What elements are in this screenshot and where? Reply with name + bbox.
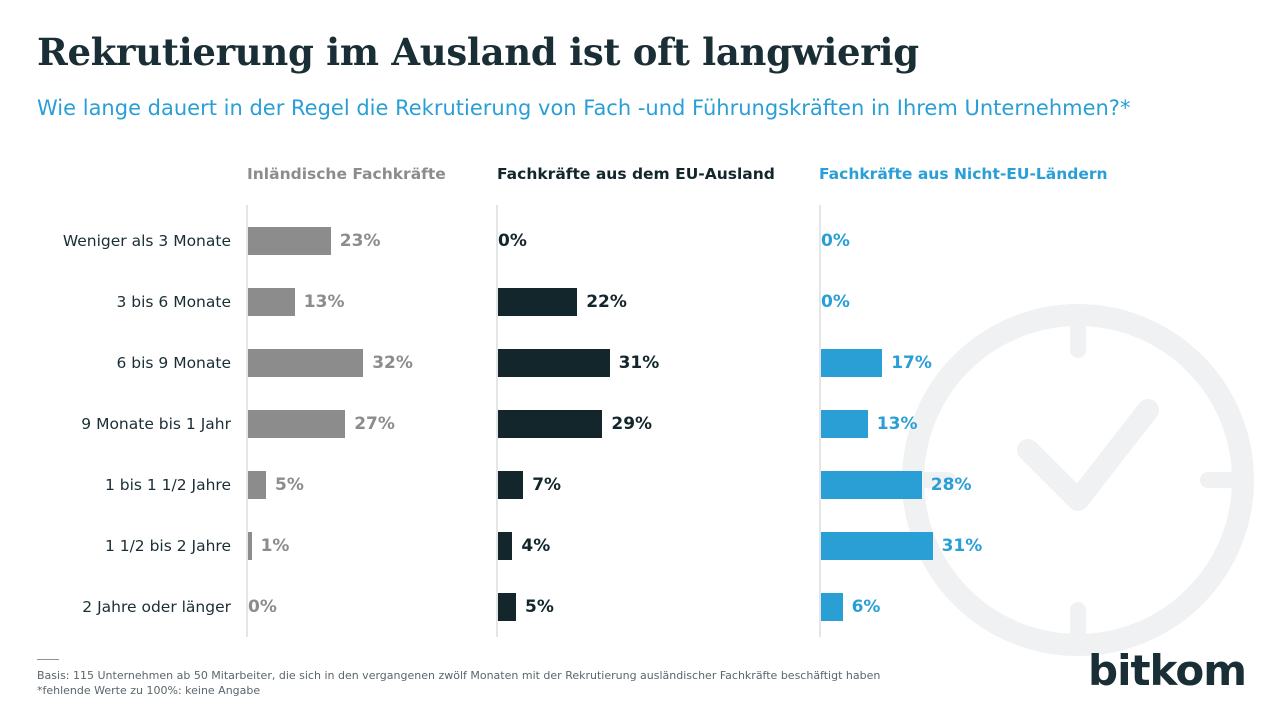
bar (498, 471, 524, 499)
data-label: 0% (498, 231, 527, 251)
category-label: 2 Jahre oder länger (82, 598, 231, 616)
category-label: 1 bis 1 1/2 Jahre (104, 476, 231, 494)
bar (498, 593, 516, 621)
footnote-basis: Basis: 115 Unternehmen ab 50 Mitarbeiter… (37, 669, 881, 682)
bar (821, 349, 883, 377)
axis-line-inland (246, 205, 248, 637)
data-label: 1% (260, 536, 290, 556)
bar (248, 288, 295, 316)
chart-subtitle: Wie lange dauert in der Regel die Rekrut… (37, 96, 1131, 120)
series-header-non-eu: Fachkräfte aus Nicht-EU-Ländern (819, 165, 1108, 183)
data-label: 17% (891, 353, 932, 373)
category-label: 1 1/2 bis 2 Jahre (104, 537, 231, 555)
bar (821, 532, 933, 560)
data-label: 6% (851, 597, 881, 617)
data-label: 7% (532, 475, 562, 495)
bar (498, 532, 513, 560)
bar (498, 349, 610, 377)
category-label: 3 bis 6 Monate (116, 293, 231, 311)
footnote-missing: *fehlende Werte zu 100%: keine Angabe (37, 684, 261, 697)
category-label: Weniger als 3 Monate (62, 232, 231, 250)
bar (498, 410, 603, 438)
data-label: 28% (930, 475, 972, 495)
bar (498, 288, 578, 316)
data-label: 31% (618, 353, 660, 373)
axis-line-eu (496, 205, 498, 637)
bar (248, 349, 364, 377)
bar (821, 410, 868, 438)
data-label: 22% (586, 292, 627, 312)
bar (248, 471, 266, 499)
data-label: 0% (821, 231, 850, 251)
logo-part-bit: bit (1088, 646, 1151, 695)
data-label: 27% (354, 414, 395, 434)
bar (248, 410, 346, 438)
axis-line-non-eu (819, 205, 821, 637)
data-label: 0% (821, 292, 850, 312)
data-label: 13% (876, 414, 918, 434)
bitkom-logo: bitkom (1088, 650, 1247, 692)
category-label: 6 bis 9 Monate (116, 354, 231, 372)
data-label: 13% (303, 292, 345, 312)
data-label: 32% (372, 353, 413, 373)
category-label: 9 Monate bis 1 Jahr (81, 415, 231, 433)
data-label: 4% (521, 536, 551, 556)
bar (821, 593, 843, 621)
bar (248, 227, 331, 255)
footer-divider (37, 659, 59, 660)
data-label: 5% (275, 475, 304, 495)
data-label: 29% (611, 414, 653, 434)
data-label: 5% (525, 597, 554, 617)
chart-title: Rekrutierung im Ausland ist oft langwier… (37, 30, 919, 74)
data-label: 31% (941, 536, 983, 556)
data-label: 23% (339, 231, 381, 251)
data-label: 0% (248, 597, 277, 617)
bar (821, 471, 922, 499)
logo-part-kom: kom (1149, 646, 1247, 695)
series-header-eu: Fachkräfte aus dem EU-Ausland (497, 165, 775, 183)
bar (248, 532, 252, 560)
series-header-inland: Inländische Fachkräfte (247, 165, 446, 183)
